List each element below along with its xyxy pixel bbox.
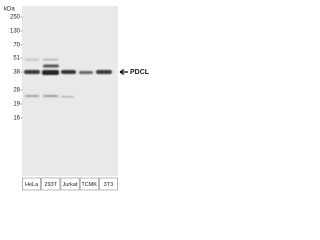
marker-label: 51 [13, 56, 20, 62]
marker-label: 130 [10, 29, 21, 35]
band [25, 59, 39, 61]
band [79, 71, 93, 74]
target-arrow [119, 68, 128, 76]
target-label: PDCL [130, 69, 150, 76]
unit-label: kDa [4, 7, 15, 13]
marker-label: 28 [13, 88, 20, 94]
lane-box [99, 177, 118, 191]
band [43, 64, 59, 68]
band [96, 70, 112, 74]
western-blot-figure: kDa PDCL 250 130 70 51 38 28 19 16 HeLa 293T Jurka… [4, 6, 150, 191]
marker-label: 16 [13, 116, 20, 122]
blot-membrane [22, 6, 118, 176]
marker-label: 250 [10, 15, 21, 21]
band [43, 59, 58, 61]
band [43, 95, 58, 97]
marker-label: 38 [13, 70, 20, 76]
marker-label: 19 [13, 102, 20, 108]
lane-box [60, 177, 80, 191]
bands [24, 59, 112, 98]
band [42, 70, 59, 75]
lane-box [41, 177, 61, 191]
lane-label: 3T3 [104, 182, 113, 188]
band [25, 95, 39, 97]
lane-box [79, 177, 99, 191]
band [61, 96, 74, 98]
lane-box [22, 177, 42, 191]
lane-label: Jurkat [63, 182, 78, 188]
lane-label: TCMK [81, 182, 97, 188]
lane-label: HeLa [25, 182, 39, 188]
marker-label: 70 [13, 43, 20, 49]
band [24, 70, 40, 74]
band [61, 70, 76, 74]
lane-label: 293T [45, 182, 58, 188]
